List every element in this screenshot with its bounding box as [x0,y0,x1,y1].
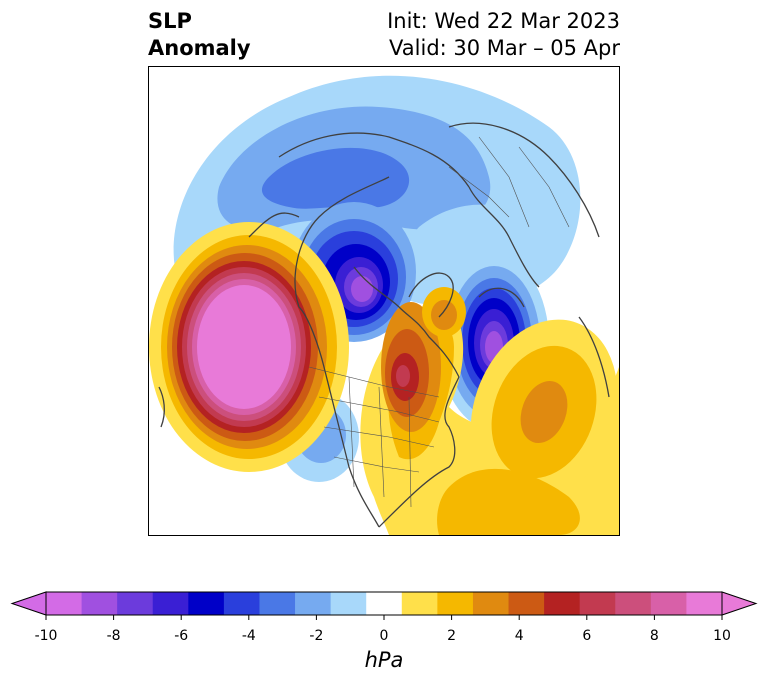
valid-range-label: Valid: 30 Mar – 05 Apr [389,36,620,60]
positive-anomaly-pacific-high [149,222,349,472]
colorbar-tick-label: 4 [514,628,524,644]
colorbar-tick-label: -10 [34,628,58,644]
map-title: SLP Anomaly [148,8,251,62]
colorbar-segment [152,592,189,615]
colorbar-tick-label: -6 [174,628,189,644]
init-date-label: Init: Wed 22 Mar 2023 [387,9,620,33]
colorbar-segment [223,592,260,615]
colorbar-segment [686,592,723,615]
colorbar-segment [650,592,687,615]
colorbar-unit-label: hPa [364,648,404,672]
colorbar [10,591,758,620]
colorbar-segment [401,592,438,615]
colorbar-tick-label: 6 [582,628,592,644]
colorbar-segment [615,592,652,615]
colorbar-segment [259,592,296,615]
colorbar-tick-label: -4 [241,628,256,644]
colorbar-segment [330,592,367,615]
colorbar-tick-label: -8 [106,628,121,644]
colorbar-segment [81,592,118,615]
colorbar-segment [544,592,581,615]
colorbar-ticks [45,615,723,620]
colorbar-segment [472,592,510,615]
colorbar-over-arrow [721,591,758,616]
colorbar-tick-label: 0 [379,628,389,644]
colorbar-segment [46,592,83,615]
anomaly-map [149,75,619,535]
colorbar-tick-label: 10 [713,628,731,644]
colorbar-tick-label: -2 [309,628,324,644]
colorbar-segment [188,592,225,615]
title-line-1: SLP [148,9,192,33]
colorbar-segments [45,591,723,616]
map-subtitle: Init: Wed 22 Mar 2023 Valid: 30 Mar – 05… [387,8,620,62]
colorbar-segment [117,592,154,615]
colorbar-tick-label: 8 [649,628,659,644]
colorbar-tick-label: 2 [447,628,457,644]
colorbar-segment [295,592,332,615]
colorbar-segment [508,592,545,615]
title-line-2: Anomaly [148,36,251,60]
country-borders [308,136,570,508]
colorbar-segment [579,592,616,615]
colorbar-segment [366,592,403,615]
map-panel [148,66,620,536]
colorbar-under-arrow [10,591,47,616]
coastlines [158,122,610,528]
positive-anomaly-atlantic [437,319,618,535]
colorbar-segment [437,592,474,615]
